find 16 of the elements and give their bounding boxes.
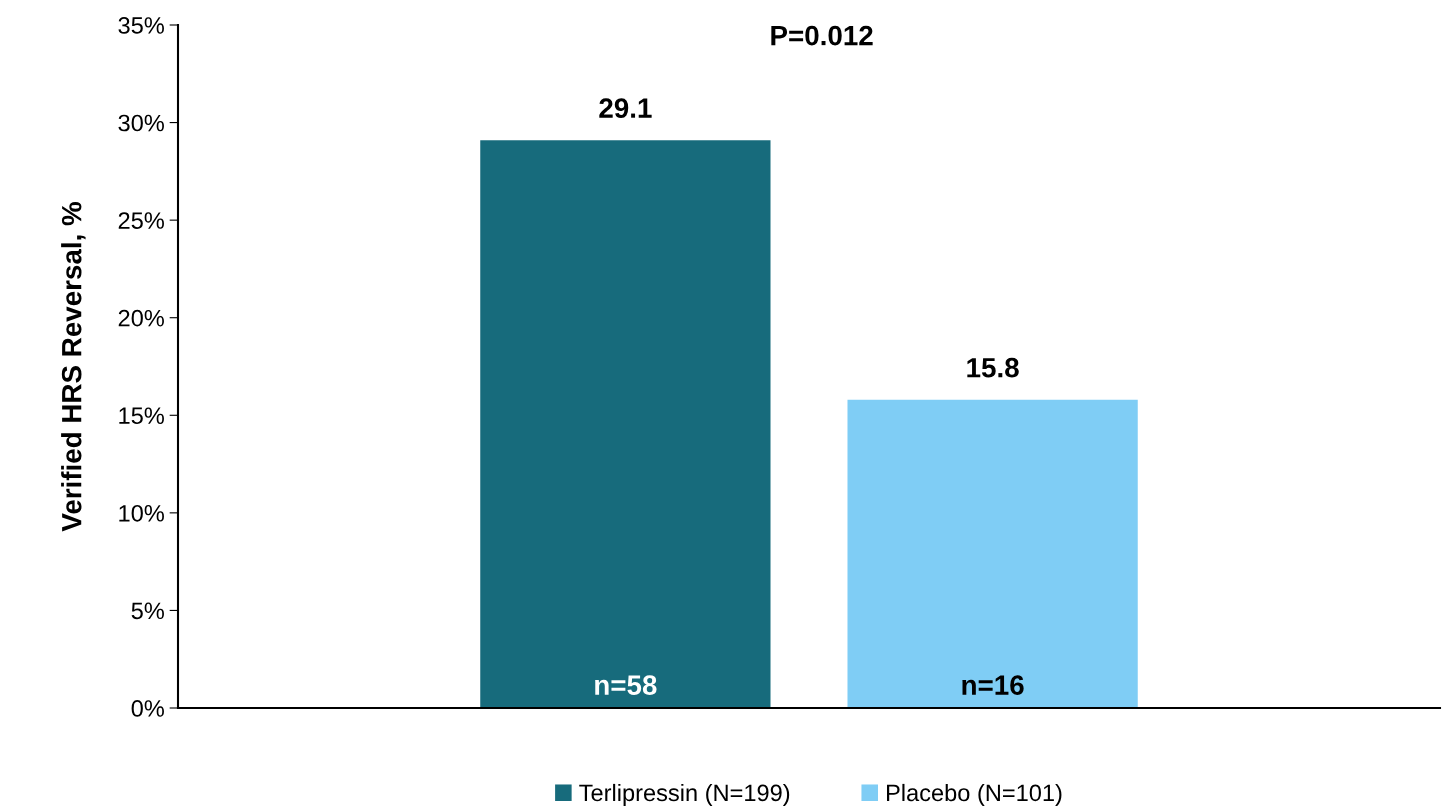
annotation: n=58 — [595, 675, 657, 695]
y-tick-label: 15% — [119, 407, 164, 425]
y-tick-label: 35% — [118, 17, 164, 34]
legend-label: Terlipressin (N=199) — [579, 783, 790, 806]
y-tick-label: 30% — [118, 114, 164, 132]
legend-label: Placebo (N=101) — [887, 783, 1062, 806]
y-tick-label: 20% — [118, 309, 164, 327]
y-tick-label: 0% — [131, 700, 164, 717]
y-axis-title: Verified HRS Reversal, % — [61, 202, 86, 532]
data-label: 15.8 — [967, 357, 1019, 378]
y-tick-label: 25% — [118, 212, 164, 229]
y-tick-label: 10% — [119, 504, 164, 522]
annotation: P=0.012 — [771, 25, 873, 46]
annotation: n=16 — [962, 675, 1024, 695]
data-label: 29.1 — [599, 98, 652, 118]
y-tick-label: 5% — [131, 602, 164, 620]
